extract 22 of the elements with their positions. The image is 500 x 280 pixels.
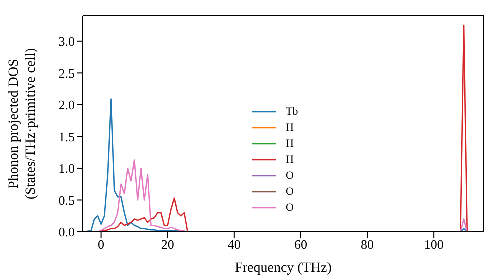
- legend-label: O: [286, 169, 294, 184]
- x-tick-label: 60: [294, 237, 308, 252]
- legend-label: O: [286, 185, 294, 200]
- x-tick-label: 20: [161, 237, 174, 252]
- legend-label: O: [286, 201, 294, 216]
- x-tick-label: 40: [228, 237, 241, 252]
- y-tick-label: 0.5: [58, 192, 75, 208]
- x-tick-label: 0: [98, 237, 105, 252]
- legend-label: H: [286, 153, 294, 168]
- y-tick-label: 0.0: [58, 224, 75, 240]
- y-tick-label: 3.0: [58, 34, 75, 50]
- legend-label: H: [286, 121, 294, 136]
- legend-label: H: [286, 137, 294, 152]
- y-tick-label: 2.5: [58, 66, 75, 81]
- y-tick-label: 2.0: [58, 98, 75, 113]
- y-axis-title: Phonon projected DOS (States/THz·primitive cell): [7, 48, 39, 200]
- y-tick-label: 1.5: [58, 129, 75, 144]
- x-axis-title: Frequency (THz): [235, 261, 332, 276]
- legend-label: Tb: [286, 105, 298, 120]
- x-tick-label: 100: [424, 237, 444, 252]
- x-tick-label: 80: [361, 237, 374, 252]
- y-tick-label: 1.0: [58, 161, 75, 176]
